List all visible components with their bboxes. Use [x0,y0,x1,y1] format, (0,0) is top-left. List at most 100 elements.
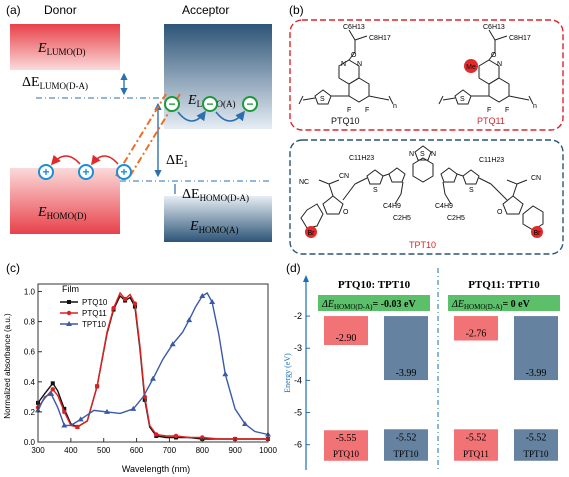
tpt10-c4h9-left: C4H9 [383,203,401,210]
delta-homo-badge [318,295,430,311]
series-line-ptq10 [37,294,268,440]
data-point-ptq11 [62,409,67,415]
tpt10-c11h23-right: C11H23 [479,157,504,164]
panel-d-label: (d) [286,261,301,275]
ptq11-n: N [497,61,502,68]
svg-text:+: + [42,165,49,179]
energy-axis-label: Energy (eV) [283,353,292,393]
delta-lumo-label: ΔELUMO(D-A) [22,75,88,91]
donor-lumo-bar [324,316,368,346]
acceptor-lumo-bar [164,24,272,129]
energy-axis-arrow-icon [303,275,309,282]
ptq10-f2: F [365,107,369,114]
y-tick-label: 0.0 [24,438,36,447]
tpt10-s-right: S [469,187,474,194]
donor-name-label: PTQ11 [463,449,489,459]
electron-hop-arrow [177,110,206,122]
svg-text:−: − [206,97,213,111]
data-point-tpt10 [104,408,110,414]
panel-c-label: (c) [6,261,20,275]
panel-d-energy-levels: (d) -2 -3 -4 -5 -6 Energy (eV) PTQ10: TPT10 ΔEH… [283,261,560,472]
delta-e1-label: ΔE1 [166,153,188,169]
ptq10-f1: F [347,107,351,114]
chart-c-ylabel: Normalized absorbance (a.u.) [3,313,12,419]
x-tick-label: 900 [228,446,242,455]
series-line-ptq11 [37,291,268,440]
data-point-tpt10 [169,341,176,347]
bromine-left-icon [305,226,317,238]
data-point-ptq10 [62,406,67,411]
group-title: PTQ11: TPT10 [468,279,540,291]
ptq10-n2: N [357,61,362,68]
donor-homo-bar [454,429,498,461]
ptq11-c6h13: C6H13 [483,24,505,31]
ptq10-c6h13: C6H13 [343,24,365,31]
panel-a-energy-diagram: (a) Donor Acceptor ELUMO(D) ELUMO(A) EHO… [6,3,272,242]
acceptor-homo-value: -5.52 [526,432,547,443]
y-tick-label: 0.4 [24,378,36,387]
ptq10-n-repeat: n [393,103,397,110]
data-point-tpt10 [130,405,137,411]
donor-title: Donor [44,3,77,17]
ptq10-s: S [320,96,325,103]
methyl-group-icon [464,59,478,73]
svg-text:+: + [82,165,89,179]
data-point-ptq11 [94,384,100,389]
data-point-tpt10 [77,416,84,422]
charge-transfer-arrow-lower [115,93,167,177]
y-tick-label: 0.2 [24,408,36,417]
legend-label: PTQ11 [82,309,107,318]
data-point-ptq11 [50,387,55,392]
donor-homo-value: -5.55 [336,433,357,444]
panel-b-label: (b) [289,3,304,17]
ptq11-me: Me [466,64,476,71]
data-point-ptq11 [75,424,80,430]
tpt10-name: TPT10 [409,240,436,250]
donor-homo-value: -5.52 [466,432,487,443]
tpt10-cn-right: CN [531,175,541,182]
legend-marker [66,321,72,326]
acceptor-lumo-value: -3.99 [526,368,547,379]
donor-lumo-value: -2.76 [466,329,487,340]
hole-hop-arrow [91,154,119,166]
energy-tick-label: -2 [294,311,302,321]
data-point-tpt10 [222,371,229,377]
ptq11-name: PTQ11 [477,116,505,126]
tpt10-s-top: S [420,151,425,158]
x-tick-label: 400 [64,446,78,455]
panel-a-label: (a) [6,3,21,17]
data-point-tpt10 [199,293,206,299]
delta-homo-badge-text: ΔEHOMO(D-A)= 0 eV [451,299,531,311]
energy-tick-label: -5 [294,408,302,418]
legend-title: Film [62,284,79,294]
acceptor-name-label: TPT10 [393,449,419,459]
tpt10-cn-left: CN [339,173,349,180]
hole-icon: + [116,164,132,180]
electron-icon: − [242,96,258,112]
tpt10-c2h5-left: C2H5 [393,215,411,222]
lumo-d-label: ELUMO(D) [37,41,86,57]
ptq11-f1: F [487,107,491,114]
tpt10-br-right: Br [534,230,542,237]
data-point-ptq11 [200,435,205,440]
ptq11-f2: F [505,107,509,114]
acceptor-structure-box [289,139,564,255]
delta-homo-badge [448,295,560,311]
ptq10-structure [298,29,394,105]
legend-label: PTQ10 [82,298,108,307]
x-tick-label: 500 [97,446,111,455]
data-point-tpt10 [48,390,55,396]
svg-text:+: + [120,165,127,179]
x-tick-label: 800 [196,446,210,455]
donor-lumo-bar [454,316,498,341]
data-point-tpt10 [209,299,216,305]
hole-icon: + [38,164,54,180]
data-point-ptq11 [132,301,138,306]
ptq11-o: O [491,52,497,59]
donor-lumo-bar [10,24,120,70]
data-point-tpt10 [150,375,156,381]
hole-icon: + [78,164,94,180]
delta-homo-badge-text: ΔEHOMO(D-A)= -0.03 eV [321,299,416,311]
acceptor-homo-bar [384,429,428,461]
x-tick-label: 1000 [259,446,277,455]
